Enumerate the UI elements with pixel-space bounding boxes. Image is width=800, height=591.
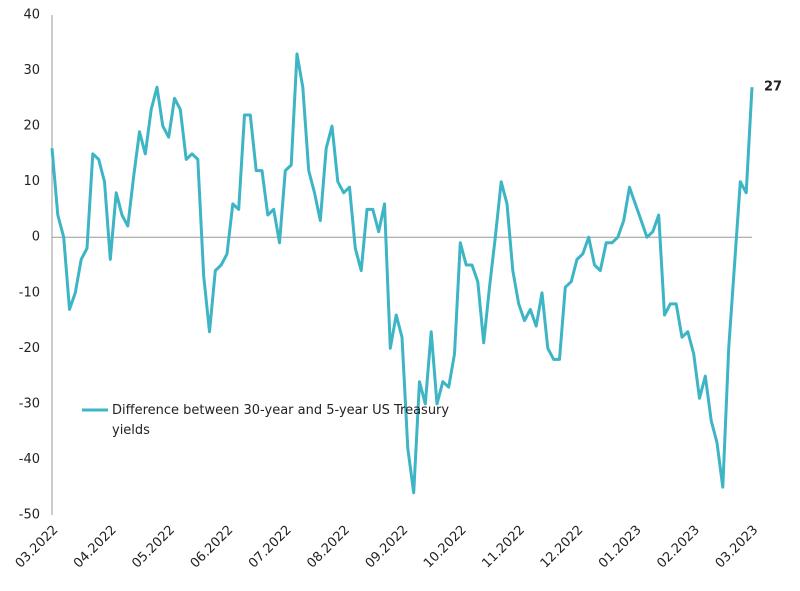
x-tick-label: 04.2022 [71,523,120,572]
x-tick-label: 06.2022 [188,523,237,572]
end-value-label: 27 [764,80,782,95]
y-tick-label: 10 [23,174,40,189]
x-tick-label: 10.2022 [421,523,470,572]
y-tick-label: -10 [19,285,40,300]
x-tick-label: 01.2023 [596,523,645,572]
y-tick-label: 30 [23,63,40,78]
y-tick-label: 40 [23,8,40,23]
y-tick-label: -40 [19,452,40,467]
series-line [50,52,754,495]
y-tick-label: 20 [23,119,40,134]
y-tick-label: 0 [32,230,40,245]
x-tick-label: 11.2022 [479,523,528,572]
x-tick-label: 05.2022 [129,523,178,572]
x-tick-label: 02.2023 [654,523,703,572]
x-tick-label: 09.2022 [363,523,412,572]
y-tick-label: -30 [19,396,40,411]
legend-label: Difference between 30-year and 5-year US… [112,403,449,438]
x-tick-label: 08.2022 [304,523,353,572]
y-tick-label: -50 [19,508,40,523]
x-tick-label: 03.2022 [13,523,62,572]
y-tick-label: -20 [19,341,40,356]
x-tick-label: 07.2022 [246,523,295,572]
x-tick-label: 03.2023 [713,523,762,572]
x-tick-label: 12.2022 [538,523,587,572]
